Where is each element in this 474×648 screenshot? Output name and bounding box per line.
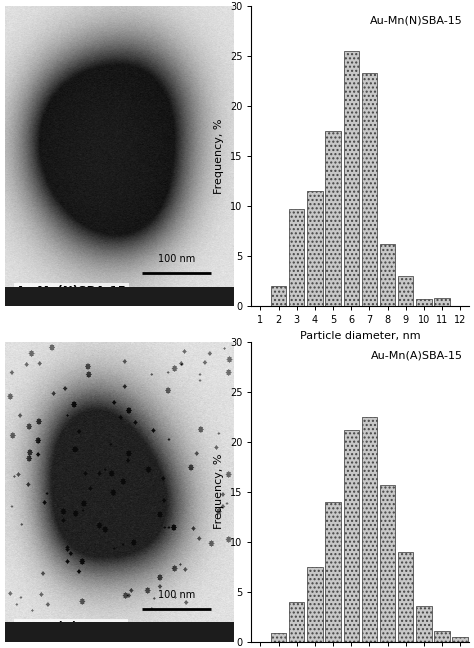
Bar: [453, 636, 468, 642]
Bar: [289, 601, 304, 642]
Bar: [344, 51, 359, 306]
Bar: [362, 417, 377, 642]
Text: Au-Mn(A)SBA-15: Au-Mn(A)SBA-15: [16, 621, 126, 634]
Text: Au-Mn(A)SBA-15: Au-Mn(A)SBA-15: [371, 351, 463, 361]
Text: 100 nm: 100 nm: [158, 254, 195, 264]
Bar: [416, 299, 432, 306]
Bar: [434, 631, 450, 642]
Bar: [271, 286, 286, 306]
Text: 100 nm: 100 nm: [158, 590, 195, 599]
Bar: [325, 502, 341, 642]
Text: Au-Mn(N)SBA-15: Au-Mn(N)SBA-15: [370, 16, 463, 25]
Bar: [380, 485, 395, 642]
Bar: [289, 209, 304, 306]
Text: Au-Mn(N)SBA-15: Au-Mn(N)SBA-15: [16, 285, 127, 298]
Y-axis label: Frequency, %: Frequency, %: [214, 119, 224, 194]
Bar: [362, 73, 377, 306]
Bar: [416, 606, 432, 642]
Bar: [380, 244, 395, 306]
Bar: [307, 566, 323, 642]
X-axis label: Particle diameter, nm: Particle diameter, nm: [300, 330, 420, 341]
Bar: [398, 551, 413, 642]
Y-axis label: Frequency, %: Frequency, %: [214, 454, 224, 529]
Bar: [325, 132, 341, 306]
Bar: [398, 276, 413, 306]
Bar: [5, 622, 234, 642]
Bar: [307, 191, 323, 306]
Bar: [271, 632, 286, 642]
Bar: [5, 286, 234, 306]
Bar: [434, 298, 450, 306]
Bar: [344, 430, 359, 642]
